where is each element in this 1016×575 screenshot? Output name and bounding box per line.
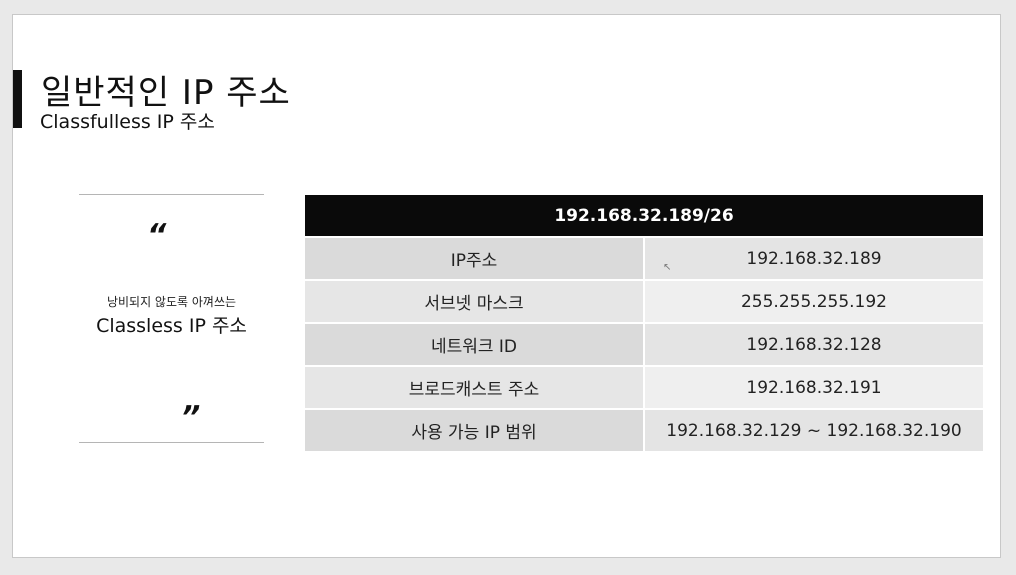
slide: 일반적인 IP 주소 Classfulless IP 주소 “ 낭비되지 않도록… bbox=[12, 14, 1001, 558]
row-value: 255.255.255.192 bbox=[644, 279, 983, 323]
table-header-row: 192.168.32.189/26 bbox=[305, 195, 983, 237]
row-label: 네트워크 ID bbox=[305, 322, 645, 366]
row-value: 192.168.32.128 bbox=[644, 322, 983, 366]
title-accent-bar bbox=[13, 70, 22, 128]
table-header: 192.168.32.189/26 bbox=[305, 195, 983, 237]
table-row: 네트워크 ID 192.168.32.128 bbox=[305, 322, 983, 366]
row-label: 사용 가능 IP 범위 bbox=[305, 408, 645, 451]
row-value: 192.168.32.129 ~ 192.168.32.190 bbox=[644, 408, 983, 451]
table-row: 사용 가능 IP 범위 192.168.32.129 ~ 192.168.32.… bbox=[305, 408, 983, 451]
row-value: 192.168.32.191 bbox=[644, 365, 983, 409]
mouse-cursor-icon: ↖ bbox=[663, 262, 672, 273]
table-row: IP주소 192.168.32.189 bbox=[305, 236, 983, 280]
quote-bottom-rule bbox=[79, 442, 264, 443]
quote-main-text: Classless IP 주소 bbox=[96, 315, 247, 337]
ip-info-table: 192.168.32.189/26 IP주소 192.168.32.189 서브… bbox=[305, 195, 983, 451]
quote-top-rule bbox=[79, 194, 264, 195]
slide-title: 일반적인 IP 주소 bbox=[41, 73, 291, 113]
slide-subtitle: Classfulless IP 주소 bbox=[40, 111, 215, 133]
row-label: 서브넷 마스크 bbox=[305, 279, 645, 323]
row-value: 192.168.32.189 bbox=[644, 236, 983, 280]
close-quote-mark: ” bbox=[181, 400, 201, 435]
quote-small-text: 낭비되지 않도록 아껴쓰는 bbox=[106, 295, 237, 309]
table-row: 서브넷 마스크 255.255.255.192 bbox=[305, 279, 983, 323]
table-row: 브로드캐스트 주소 192.168.32.191 bbox=[305, 365, 983, 409]
row-label: IP주소 bbox=[305, 236, 645, 280]
open-quote-mark: “ bbox=[147, 218, 167, 253]
row-label: 브로드캐스트 주소 bbox=[305, 365, 645, 409]
